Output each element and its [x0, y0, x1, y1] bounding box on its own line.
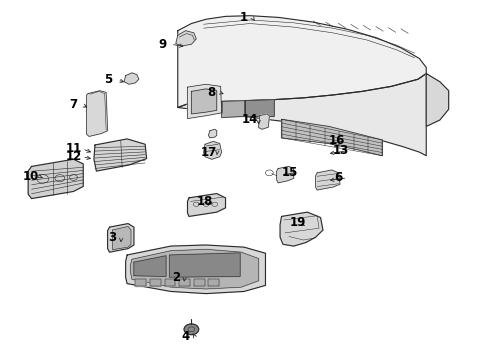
Polygon shape [259, 114, 270, 129]
Text: 17: 17 [200, 146, 217, 159]
Polygon shape [130, 249, 259, 289]
Polygon shape [124, 73, 139, 84]
Text: 8: 8 [207, 86, 215, 99]
Text: 7: 7 [70, 99, 77, 112]
Bar [135, 279, 146, 287]
Text: 19: 19 [290, 216, 306, 229]
Polygon shape [178, 16, 426, 108]
Circle shape [184, 324, 199, 335]
Bar [179, 279, 190, 287]
Polygon shape [277, 166, 294, 183]
Text: 6: 6 [334, 171, 343, 184]
Text: 9: 9 [158, 38, 166, 51]
Text: 1: 1 [240, 11, 247, 24]
Text: 13: 13 [333, 144, 349, 157]
Text: 4: 4 [181, 330, 190, 343]
Polygon shape [176, 31, 196, 46]
Bar [208, 279, 219, 287]
Polygon shape [87, 91, 108, 136]
Bar [150, 279, 161, 287]
Polygon shape [178, 73, 426, 156]
Text: 14: 14 [242, 113, 258, 126]
Polygon shape [426, 73, 449, 126]
Polygon shape [245, 100, 274, 116]
Polygon shape [188, 84, 221, 118]
Polygon shape [108, 224, 134, 252]
Text: 2: 2 [172, 271, 180, 284]
Polygon shape [208, 129, 217, 138]
Polygon shape [94, 139, 147, 171]
Polygon shape [192, 89, 217, 114]
Text: 12: 12 [65, 150, 82, 163]
Polygon shape [316, 170, 340, 190]
Polygon shape [170, 253, 240, 277]
Polygon shape [134, 256, 166, 276]
Polygon shape [113, 226, 131, 249]
Text: 5: 5 [104, 73, 113, 86]
Polygon shape [188, 194, 225, 216]
Text: 11: 11 [65, 143, 82, 156]
Text: 3: 3 [108, 231, 117, 244]
Text: 10: 10 [23, 170, 39, 183]
Polygon shape [221, 101, 245, 117]
Text: 15: 15 [282, 166, 298, 179]
Polygon shape [280, 212, 323, 246]
Polygon shape [282, 119, 382, 156]
Text: 18: 18 [197, 195, 213, 208]
Bar [165, 279, 175, 287]
Polygon shape [203, 141, 221, 159]
Text: 16: 16 [328, 134, 345, 147]
Bar [194, 279, 204, 287]
Polygon shape [125, 245, 266, 294]
Polygon shape [28, 159, 83, 199]
